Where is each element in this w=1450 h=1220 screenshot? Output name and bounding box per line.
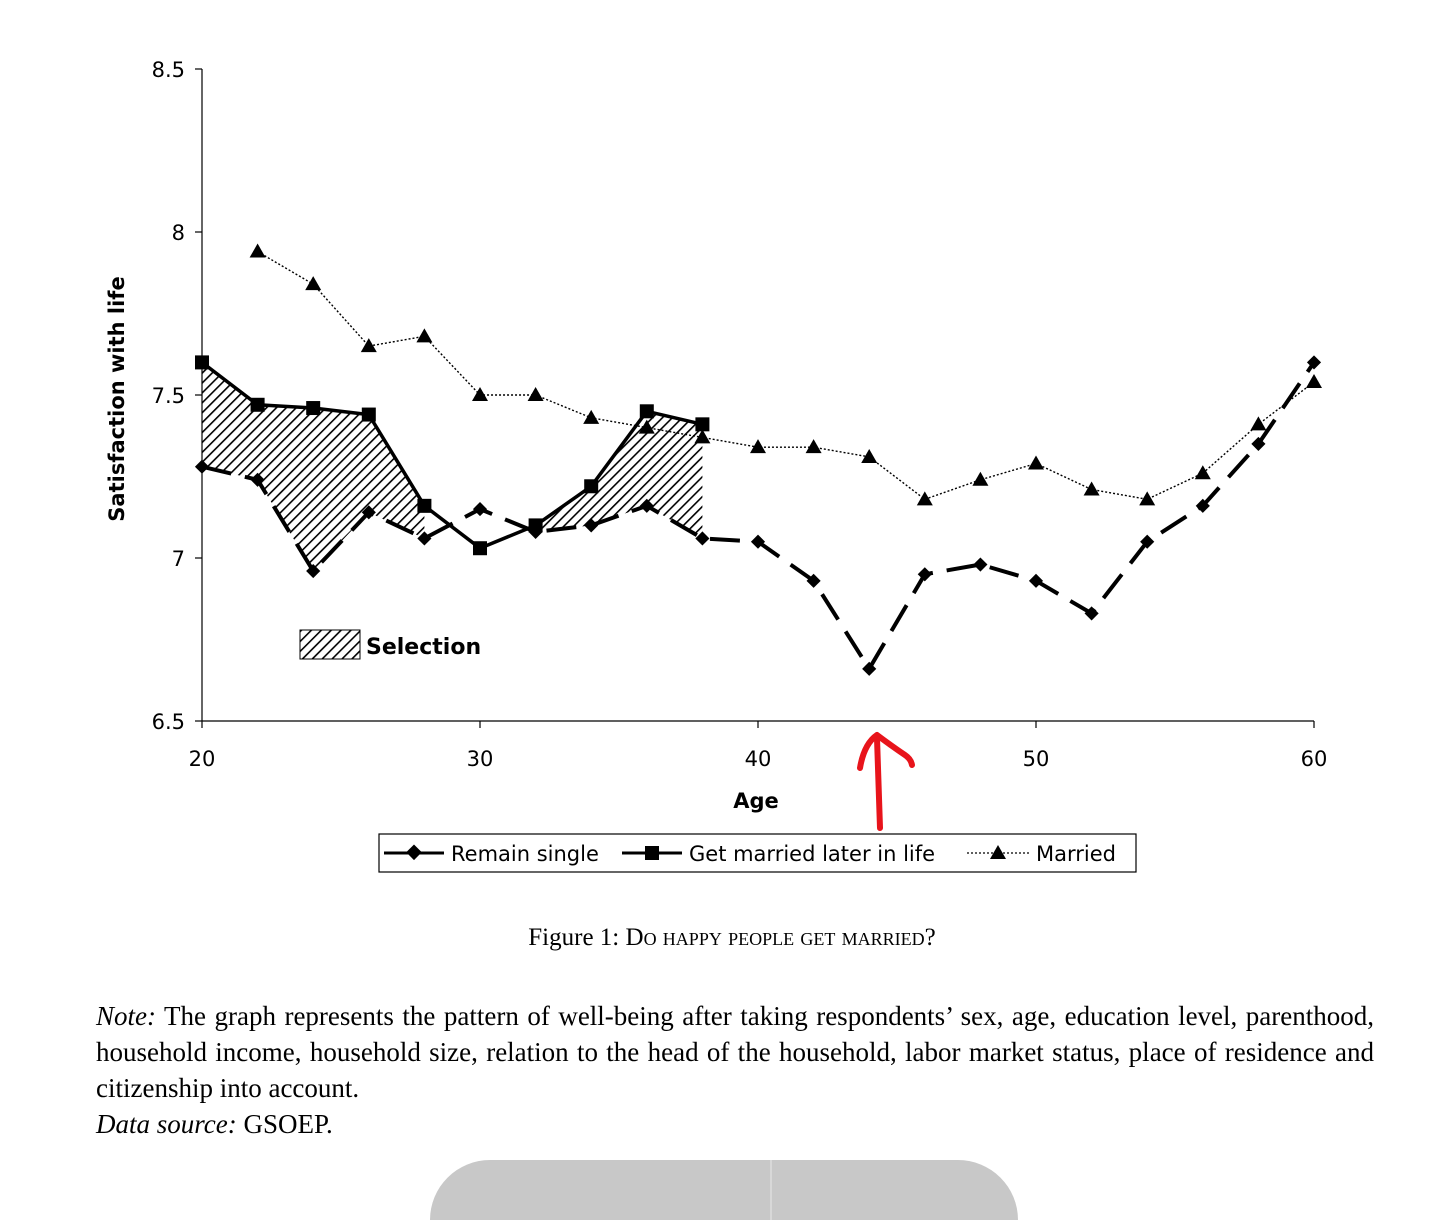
data-point-remain-single [584, 518, 599, 533]
x-axis-title: Age [733, 789, 779, 813]
x-tick-label: 30 [467, 747, 494, 771]
data-point-married [1250, 416, 1267, 431]
data-point-get-married-later [195, 355, 209, 370]
data-point-married [750, 439, 766, 454]
data-point-remain-single [1306, 355, 1322, 370]
x-tick-label: 60 [1301, 747, 1328, 771]
data-source-text: GSOEP. [236, 1109, 333, 1139]
legend: Remain single Get married later in life … [378, 833, 1137, 873]
data-point-get-married-later [473, 541, 487, 556]
data-point-remain-single [806, 573, 821, 588]
data-point-married [805, 439, 822, 454]
x-tick-label: 40 [745, 747, 772, 771]
data-point-married [1194, 465, 1211, 480]
data-point-married [249, 243, 266, 258]
viewer-control-divider [770, 1160, 772, 1220]
data-point-married [861, 448, 878, 463]
data-point-remain-single [750, 534, 766, 549]
data-point-remain-single [194, 459, 210, 474]
data-point-get-married-later [361, 407, 376, 422]
legend-label-remain-single: Remain single [451, 842, 599, 866]
data-point-married [972, 471, 989, 486]
data-point-married [694, 429, 711, 444]
data-point-remain-single [250, 472, 265, 487]
figure-caption: Figure 1: Do happy people get married? [0, 924, 1450, 952]
data-point-married [472, 387, 488, 401]
line-chart: 6.5 7 7.5 8 8.5 20 30 40 50 60 Age Satisfaction wit… [105, 58, 1328, 873]
data-point-get-married-later [639, 404, 654, 419]
caption-smallcaps: o happy people get married [643, 924, 925, 951]
y-tick-label: 8 [172, 221, 185, 245]
data-point-married [583, 409, 600, 424]
data-point-remain-single [1140, 534, 1155, 549]
data-point-get-married-later [417, 498, 432, 513]
note-label: Note: [96, 1001, 156, 1031]
legend-label-married: Married [1036, 842, 1116, 866]
data-point-married [360, 338, 377, 353]
data-point-get-married-later [695, 417, 710, 432]
y-tick-label: 6.5 [152, 710, 185, 734]
caption-prefix: Figure 1: D [528, 924, 644, 951]
data-point-married [1083, 481, 1100, 496]
data-point-married [638, 419, 655, 434]
data-point-married [1028, 455, 1044, 470]
figure-note: Note: The graph represents the pattern o… [96, 998, 1374, 1142]
data-point-remain-single [361, 505, 376, 520]
y-tick-label: 8.5 [152, 58, 185, 82]
data-point-remain-single [472, 502, 488, 517]
data-point-remain-single [973, 557, 988, 572]
selection-label: Selection [366, 635, 481, 660]
data-point-remain-single [417, 531, 432, 546]
data-point-remain-single [306, 563, 321, 579]
y-axis-title: Satisfaction with life [105, 276, 129, 521]
selection-swatch [299, 629, 361, 660]
data-point-get-married-later [250, 397, 265, 412]
data-point-married [916, 491, 933, 506]
legend-marker-square [645, 846, 659, 860]
data-point-married [1139, 491, 1156, 506]
data-point-remain-single [1028, 573, 1044, 588]
data-point-remain-single [1195, 498, 1210, 513]
legend-label-get-married-later: Get married later in life [689, 842, 935, 866]
legend-marker-triangle [990, 845, 1006, 859]
data-point-remain-single [917, 567, 932, 582]
series-line-married [257, 250, 1315, 500]
data-point-remain-single [695, 531, 710, 546]
data-point-remain-single [1084, 606, 1099, 621]
selection-region-late [535, 411, 703, 539]
y-tick-label: 7 [172, 547, 185, 571]
x-tick-label: 50 [1023, 747, 1050, 771]
y-tick-label: 7.5 [152, 384, 185, 408]
red-arrow-annotation [857, 732, 915, 831]
viewer-control-bar[interactable] [430, 1160, 1018, 1220]
note-text: The graph represents the pattern of well… [96, 1001, 1374, 1103]
data-source-label: Data source: [96, 1109, 237, 1139]
caption-suffix: ? [924, 924, 936, 951]
selection-region-early [202, 362, 425, 572]
data-point-remain-single [1251, 436, 1266, 451]
series-line-get-married-later [200, 361, 703, 550]
x-tick-label: 20 [189, 747, 216, 771]
legend-box [378, 833, 1137, 873]
data-point-married [416, 328, 433, 343]
data-point-remain-single [862, 661, 877, 676]
data-point-get-married-later [584, 479, 599, 494]
data-point-married [305, 276, 322, 291]
data-point-married [527, 387, 544, 401]
data-point-get-married-later [528, 518, 543, 533]
data-point-get-married-later [306, 401, 321, 416]
data-point-remain-single [639, 498, 654, 513]
data-point-married [1306, 373, 1322, 388]
